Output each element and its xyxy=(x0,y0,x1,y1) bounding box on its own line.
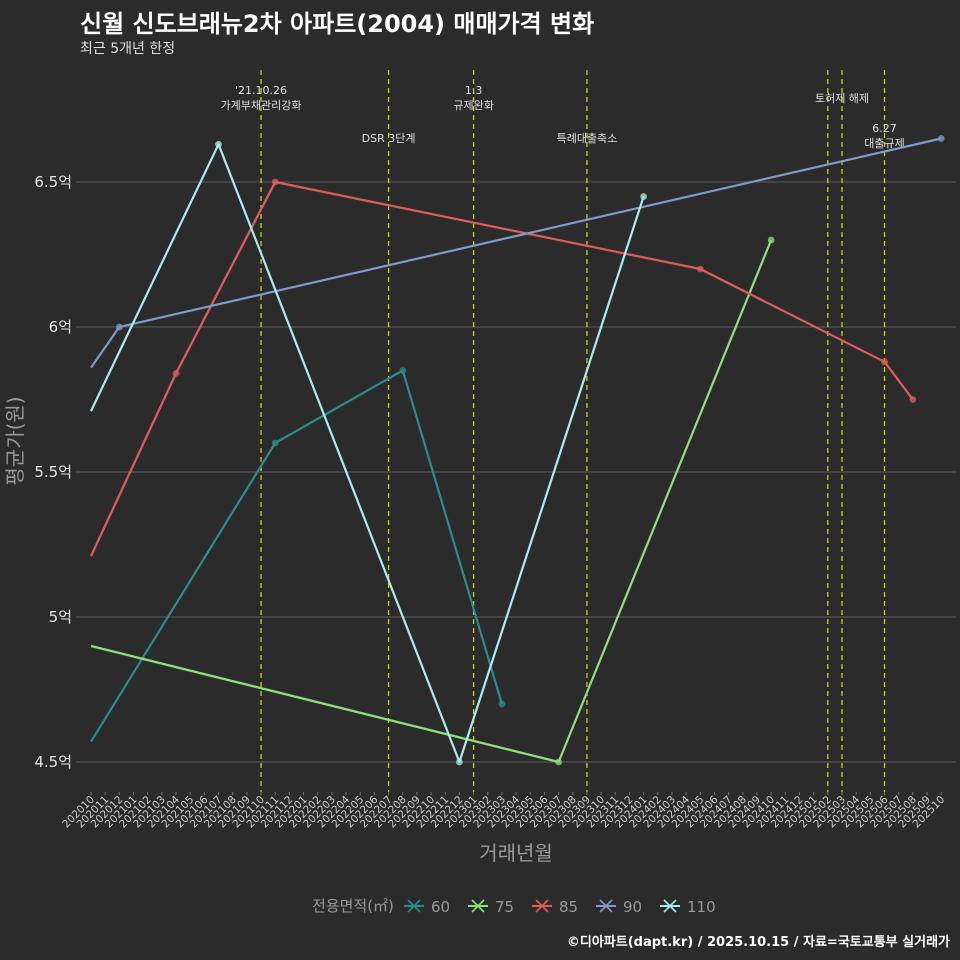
legend-label-110: 110 xyxy=(687,898,716,916)
event-annotation: 6.27 대출규제 xyxy=(864,122,904,150)
data-point-85 xyxy=(172,370,180,377)
data-point-110 xyxy=(215,140,222,148)
data-point-90 xyxy=(115,323,123,331)
series-line-60 xyxy=(90,369,503,743)
series-line-75 xyxy=(90,239,773,764)
event-annotation: '21.10.26 가계부채관리강화 xyxy=(221,84,302,112)
x-axis-ticks: 2020102020112020122021012021022021032021… xyxy=(60,792,947,830)
series-line-90 xyxy=(90,137,942,369)
data-point-110 xyxy=(640,193,648,200)
legend-key-cross xyxy=(535,899,549,913)
legend-key-cross xyxy=(599,899,613,913)
event-annotation: 토허제 해제 xyxy=(815,91,869,105)
data-point-85 xyxy=(696,265,704,273)
data-point-75 xyxy=(555,758,563,766)
data-point-60 xyxy=(271,439,279,447)
chart-subtitle: 최근 5개년 한정 xyxy=(80,41,176,57)
data-point-90 xyxy=(937,135,945,142)
series-line-85 xyxy=(90,180,914,557)
event-annotation: 1.3 규제완화 xyxy=(453,84,493,112)
y-tick-label: 5억 xyxy=(49,608,72,626)
legend-title: 전용면적(㎡) xyxy=(312,897,394,915)
data-point-75 xyxy=(767,236,775,244)
legend-label-90: 90 xyxy=(623,898,642,916)
data-point-60 xyxy=(399,367,407,374)
data-point-60 xyxy=(498,700,506,708)
legend-label-75: 75 xyxy=(495,898,514,916)
legend-label-60: 60 xyxy=(431,898,450,916)
legend-key-cross xyxy=(471,899,485,913)
y-axis-ticks: 4.5억 5억 5.5억 6억 6.5억 xyxy=(34,173,72,771)
legend-key-cross xyxy=(663,899,677,913)
legend: 전용면적(㎡) 60 75 85 90 110 xyxy=(312,897,716,916)
event-annotation: DSR 3단계 xyxy=(362,132,416,145)
y-tick-label: 5.5억 xyxy=(34,463,72,481)
data-point-110 xyxy=(456,758,463,766)
chart-caption: ©디아파트(dapt.kr) / 2025.10.15 / 자료=국토교통부 실… xyxy=(566,935,950,950)
legend-label-85: 85 xyxy=(559,898,578,916)
series-layer xyxy=(90,135,945,766)
data-point-85 xyxy=(881,358,888,366)
legend-key-cross xyxy=(407,899,421,913)
data-point-85 xyxy=(271,178,279,186)
y-tick-label: 4.5억 xyxy=(34,753,72,771)
gridlines xyxy=(76,181,956,763)
x-axis-title: 거래년월 xyxy=(479,841,553,865)
y-axis-title: 평균가(원) xyxy=(3,396,27,485)
series-line-110 xyxy=(90,143,645,764)
chart-title: 신월 신도브래뉴2차 아파트(2004) 매매가격 변화 xyxy=(80,10,595,38)
event-annotation: 특례대출축소 xyxy=(557,132,618,145)
y-tick-label: 6.5억 xyxy=(34,173,72,191)
y-tick-label: 6억 xyxy=(49,318,72,336)
data-point-85 xyxy=(909,396,917,403)
